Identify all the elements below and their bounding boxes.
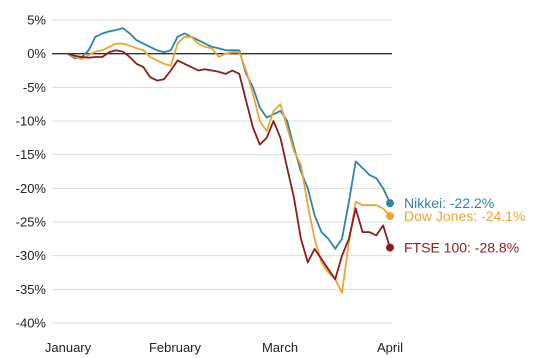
series-end-marker xyxy=(386,199,394,208)
y-tick-label: -15% xyxy=(16,147,47,162)
series-end-label: Dow Jones: -24.1% xyxy=(404,208,525,224)
y-tick-label: -40% xyxy=(16,316,47,331)
grid-layer xyxy=(52,19,392,324)
x-tick-label: March xyxy=(262,340,298,355)
x-tick-label: February xyxy=(149,340,202,355)
y-tick-label: -20% xyxy=(16,181,47,196)
series-end-label: Nikkei: -22.2% xyxy=(404,195,494,211)
series-layer xyxy=(67,27,391,294)
series-line-ftse-100 xyxy=(67,49,391,281)
y-tick-label: 0% xyxy=(27,46,46,61)
series-line-dow-jones xyxy=(67,35,391,294)
y-tick-label: -35% xyxy=(16,282,47,297)
y-tick-label: -25% xyxy=(16,215,47,230)
end-labels-layer: Nikkei: -22.2%Dow Jones: -24.1% FTSE 100:… xyxy=(386,195,525,256)
series-end-marker xyxy=(386,243,394,252)
y-tick-label: -5% xyxy=(23,80,47,95)
x-tick-label: January xyxy=(45,340,92,355)
x-tick-label: April xyxy=(377,340,403,355)
y-tick-label: -10% xyxy=(16,114,47,129)
series-line-nikkei xyxy=(67,27,391,250)
y-tick-label: 5% xyxy=(27,13,46,28)
series-end-label: FTSE 100: -28.8% xyxy=(404,240,519,256)
series-end-marker xyxy=(386,211,394,220)
y-tick-label: -30% xyxy=(16,248,47,263)
axis-labels-layer: 5% 0% -5% -10% -15% -20% -25% -30% -35% -40% Janua… xyxy=(16,13,403,356)
